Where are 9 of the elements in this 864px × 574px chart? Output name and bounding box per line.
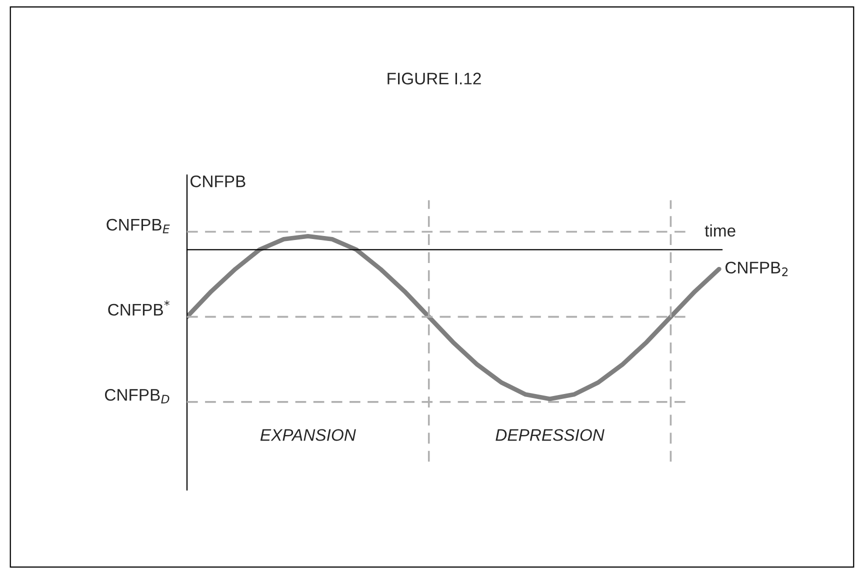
ref-line-label: CNFPB$_{D}$	[105, 389, 170, 404]
text: EXPANSION	[260, 429, 356, 441]
ref-line-label: CNFPB$_{E}$	[106, 218, 170, 234]
chart-title: FIGURE I.12	[388, 72, 481, 84]
text: DEPRESSION	[496, 429, 604, 441]
series-label: CNFPB$_{2}$	[726, 262, 788, 276]
x-axis-title: time	[704, 224, 736, 237]
y-axis-title: CNFPB	[190, 175, 246, 188]
ref-line-label: CNFPB$^{*}$	[108, 300, 170, 316]
